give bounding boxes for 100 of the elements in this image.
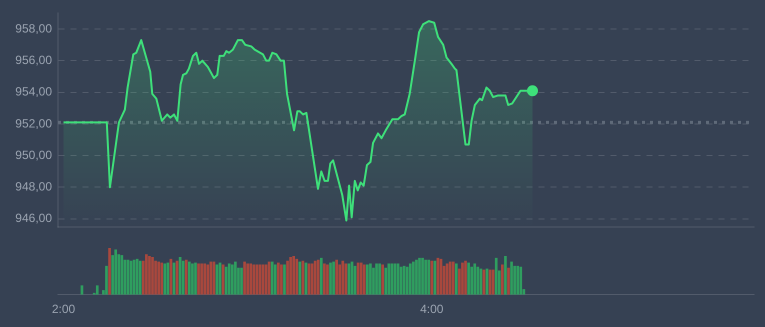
bar bbox=[326, 264, 329, 295]
bar bbox=[501, 264, 504, 295]
bar bbox=[316, 260, 320, 295]
bar bbox=[262, 264, 264, 295]
bar bbox=[378, 264, 381, 295]
bar bbox=[332, 262, 335, 295]
bar bbox=[406, 266, 409, 295]
y-tick-label: 950,00 bbox=[15, 148, 52, 162]
bar bbox=[396, 264, 400, 295]
bar bbox=[384, 268, 388, 295]
bar bbox=[369, 264, 372, 295]
bar bbox=[335, 260, 338, 295]
bar bbox=[344, 264, 348, 295]
bar bbox=[486, 268, 488, 295]
bar bbox=[375, 264, 378, 295]
bar bbox=[289, 256, 292, 295]
bar bbox=[482, 270, 486, 295]
bar bbox=[105, 266, 108, 295]
bar bbox=[516, 266, 520, 295]
y-tick-label: 946,00 bbox=[15, 211, 52, 226]
bar bbox=[341, 260, 344, 295]
bar bbox=[467, 262, 470, 295]
bar bbox=[488, 270, 492, 295]
bar bbox=[243, 262, 246, 295]
bar bbox=[197, 264, 200, 295]
bar bbox=[218, 262, 222, 295]
bar bbox=[234, 262, 237, 295]
bar bbox=[494, 258, 498, 295]
bar bbox=[507, 268, 510, 295]
bar bbox=[356, 262, 360, 295]
bar bbox=[191, 264, 194, 295]
bar bbox=[258, 264, 262, 295]
bar bbox=[151, 256, 154, 295]
bar bbox=[338, 264, 342, 295]
bar bbox=[274, 264, 277, 295]
bar bbox=[323, 264, 326, 295]
bar bbox=[268, 262, 270, 295]
bar bbox=[108, 248, 111, 295]
bar bbox=[136, 258, 139, 295]
y-tick-label: 956,00 bbox=[15, 52, 52, 67]
bar bbox=[270, 262, 274, 295]
bar bbox=[224, 266, 228, 295]
bar bbox=[394, 264, 396, 295]
bar bbox=[252, 264, 256, 295]
bar bbox=[476, 266, 480, 295]
bar bbox=[492, 270, 494, 295]
bar bbox=[436, 258, 440, 295]
bar bbox=[387, 264, 390, 295]
bar bbox=[434, 260, 436, 295]
bar bbox=[452, 262, 455, 295]
bar bbox=[246, 264, 249, 295]
bar bbox=[154, 260, 157, 295]
bar bbox=[314, 260, 316, 295]
bar bbox=[206, 264, 210, 295]
bar bbox=[418, 258, 421, 295]
bar bbox=[510, 262, 513, 295]
bar bbox=[408, 264, 412, 295]
bar bbox=[114, 250, 118, 295]
bar bbox=[277, 262, 280, 295]
bar bbox=[329, 262, 332, 295]
bar bbox=[470, 266, 474, 295]
bar bbox=[249, 264, 252, 295]
bar bbox=[256, 264, 258, 295]
bar bbox=[298, 262, 302, 295]
bar bbox=[184, 260, 188, 295]
bar bbox=[308, 264, 310, 295]
bar bbox=[360, 262, 363, 295]
bar bbox=[400, 266, 402, 295]
y-tick-label: 952,00 bbox=[15, 116, 52, 130]
bar bbox=[381, 264, 384, 295]
bar bbox=[320, 258, 323, 295]
bar bbox=[440, 258, 442, 295]
bar bbox=[172, 262, 176, 295]
bar bbox=[412, 262, 415, 295]
bar bbox=[120, 255, 124, 295]
bar bbox=[132, 260, 136, 295]
bar bbox=[348, 264, 350, 295]
bar bbox=[157, 262, 160, 295]
bar bbox=[148, 256, 151, 295]
x-tick-label: 2:00 bbox=[52, 302, 76, 316]
bar bbox=[194, 262, 197, 295]
bar bbox=[170, 258, 172, 295]
bar bbox=[362, 264, 366, 295]
bar bbox=[473, 264, 476, 295]
bar bbox=[519, 266, 522, 295]
bar bbox=[283, 264, 286, 295]
bar bbox=[480, 268, 482, 295]
bar bbox=[304, 262, 308, 295]
bar bbox=[203, 264, 206, 295]
bar bbox=[160, 262, 164, 295]
bar bbox=[230, 264, 234, 295]
x-tick-label: 4:00 bbox=[420, 302, 444, 316]
y-tick-label: 954,00 bbox=[15, 84, 52, 99]
bar bbox=[240, 268, 243, 295]
bar bbox=[182, 260, 185, 295]
bar bbox=[421, 258, 424, 295]
bar bbox=[200, 264, 203, 295]
bar bbox=[424, 260, 427, 295]
bar bbox=[302, 260, 304, 295]
bar bbox=[264, 264, 268, 295]
